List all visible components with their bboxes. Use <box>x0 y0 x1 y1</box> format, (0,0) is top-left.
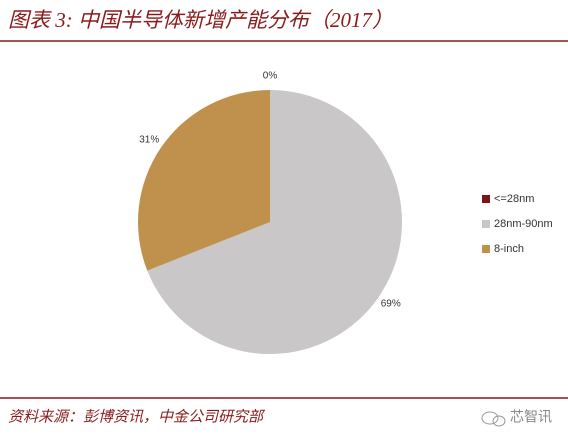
legend-swatch <box>482 195 490 203</box>
pie-slice <box>138 90 270 271</box>
data-label: 69% <box>381 299 401 310</box>
legend-label: <=28nm <box>494 193 534 205</box>
legend-swatch <box>482 220 490 228</box>
watermark: 芯智讯 <box>510 409 552 425</box>
pie-slice <box>147 90 402 354</box>
legend-swatch <box>482 245 490 253</box>
data-label: 0% <box>263 71 278 82</box>
source: 资料来源：彭博资讯，中金公司研究部 <box>8 408 266 425</box>
legend-label: 28nm-90nm <box>494 218 553 230</box>
legend-label: 8-inch <box>494 243 524 255</box>
chart-title: 图表 3: 中国半导体新增产能分布（2017） <box>8 8 393 32</box>
data-label: 31% <box>139 135 159 146</box>
watermark-icon <box>481 411 506 427</box>
